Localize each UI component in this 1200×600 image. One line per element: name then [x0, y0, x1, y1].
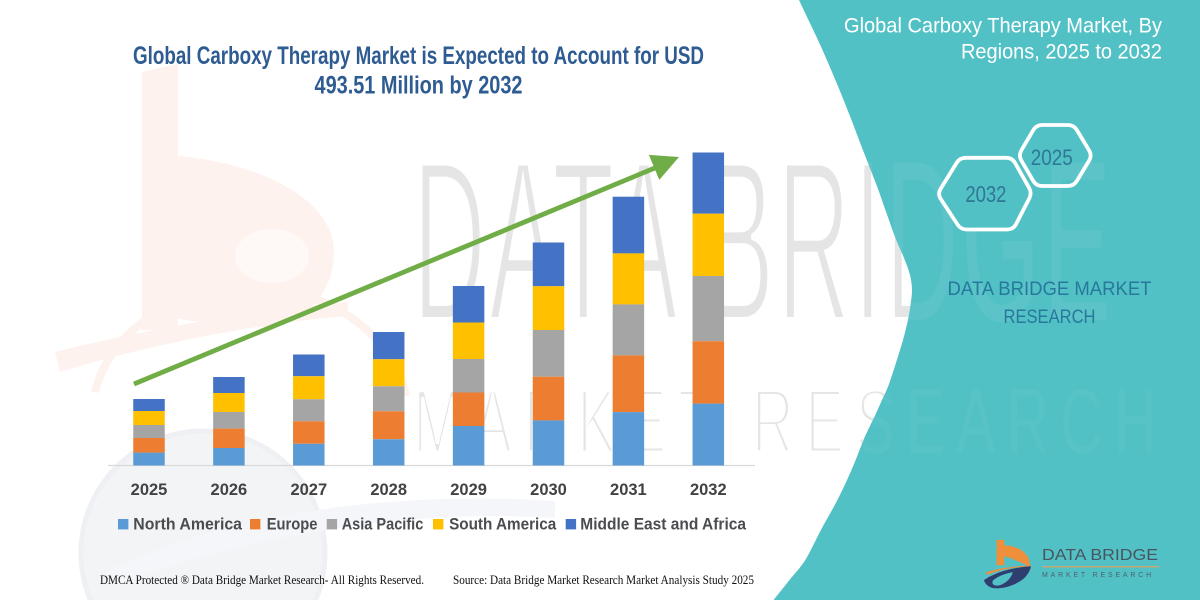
svg-text:DATA BRIDGE: DATA BRIDGE: [1042, 547, 1158, 564]
svg-text:South America: South America: [449, 516, 557, 534]
svg-text:2032: 2032: [690, 481, 727, 499]
svg-text:Middle East and Africa: Middle East and Africa: [580, 516, 746, 534]
svg-text:2032: 2032: [965, 181, 1006, 207]
svg-text:MARKET RESEARCH: MARKET RESEARCH: [1042, 570, 1154, 579]
svg-text:2029: 2029: [450, 481, 487, 499]
svg-text:RESEARCH: RESEARCH: [1004, 307, 1096, 328]
svg-text:Source: Data Bridge Market Res: Source: Data Bridge Market Research Mark…: [453, 572, 754, 587]
svg-text:2026: 2026: [211, 481, 248, 499]
svg-text:2025: 2025: [131, 481, 168, 499]
svg-text:Regions, 2025 to 2032: Regions, 2025 to 2032: [961, 40, 1162, 63]
svg-text:Global Carboxy Therapy Market: Global Carboxy Therapy Market is Expecte…: [133, 42, 704, 70]
svg-text:Europe: Europe: [267, 516, 318, 534]
svg-text:2031: 2031: [610, 481, 647, 499]
svg-text:2025: 2025: [1031, 145, 1073, 170]
svg-text:Global Carboxy Therapy Market,: Global Carboxy Therapy Market, By: [844, 14, 1162, 37]
svg-text:DMCA Protected ® Data Bridge M: DMCA Protected ® Data Bridge Market Rese…: [100, 572, 424, 587]
svg-text:North America: North America: [133, 516, 242, 534]
svg-text:Asia Pacific: Asia Pacific: [342, 516, 424, 534]
svg-text:493.51 Million by 2032: 493.51 Million by 2032: [315, 72, 523, 100]
svg-text:2030: 2030: [530, 481, 567, 499]
svg-text:2028: 2028: [370, 481, 407, 499]
svg-text:DATA BRIDGE MARKET: DATA BRIDGE MARKET: [948, 279, 1152, 300]
svg-text:2027: 2027: [290, 481, 327, 499]
